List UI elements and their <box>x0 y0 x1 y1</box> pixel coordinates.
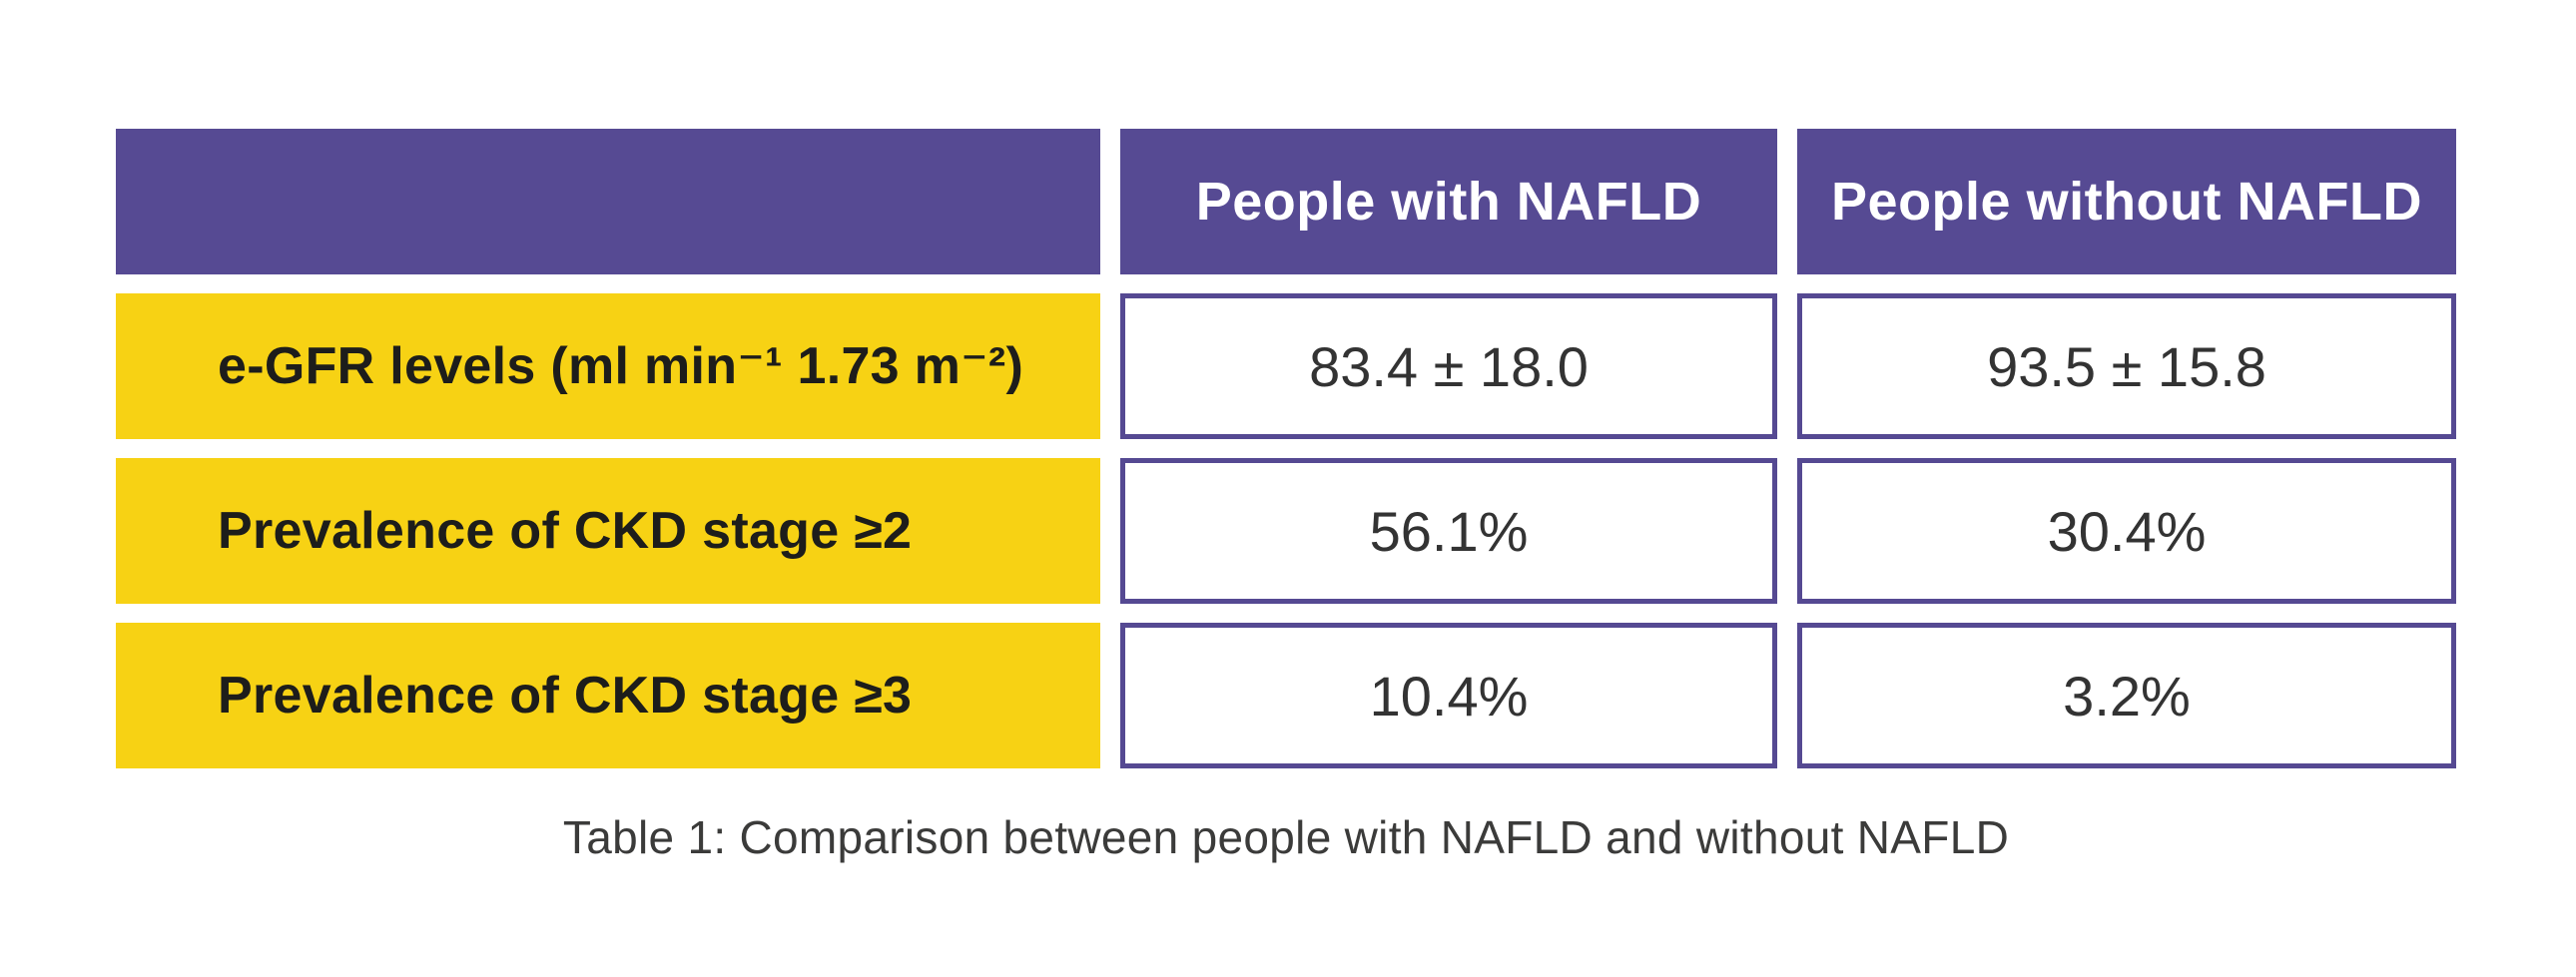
header-cell-blank <box>116 129 1100 274</box>
row-label-egfr-levels: e-GFR levels (ml min⁻¹ 1.73 m⁻²) <box>116 293 1100 439</box>
comparison-table: People with NAFLD People without NAFLD e… <box>116 129 2456 768</box>
value-ckd-ge3-with-nafld: 10.4% <box>1120 623 1777 768</box>
value-ckd-ge3-without-nafld: 3.2% <box>1797 623 2456 768</box>
value-egfr-without-nafld: 93.5 ± 15.8 <box>1797 293 2456 439</box>
header-cell-people-without-nafld: People without NAFLD <box>1797 129 2456 274</box>
value-egfr-with-nafld: 83.4 ± 18.0 <box>1120 293 1777 439</box>
value-ckd-ge2-with-nafld: 56.1% <box>1120 458 1777 604</box>
table-caption: Table 1: Comparison between people with … <box>562 811 2010 863</box>
row-label-ckd-stage-ge3: Prevalence of CKD stage ≥3 <box>116 623 1100 768</box>
value-ckd-ge2-without-nafld: 30.4% <box>1797 458 2456 604</box>
row-label-ckd-stage-ge2: Prevalence of CKD stage ≥2 <box>116 458 1100 604</box>
header-cell-people-with-nafld: People with NAFLD <box>1120 129 1777 274</box>
